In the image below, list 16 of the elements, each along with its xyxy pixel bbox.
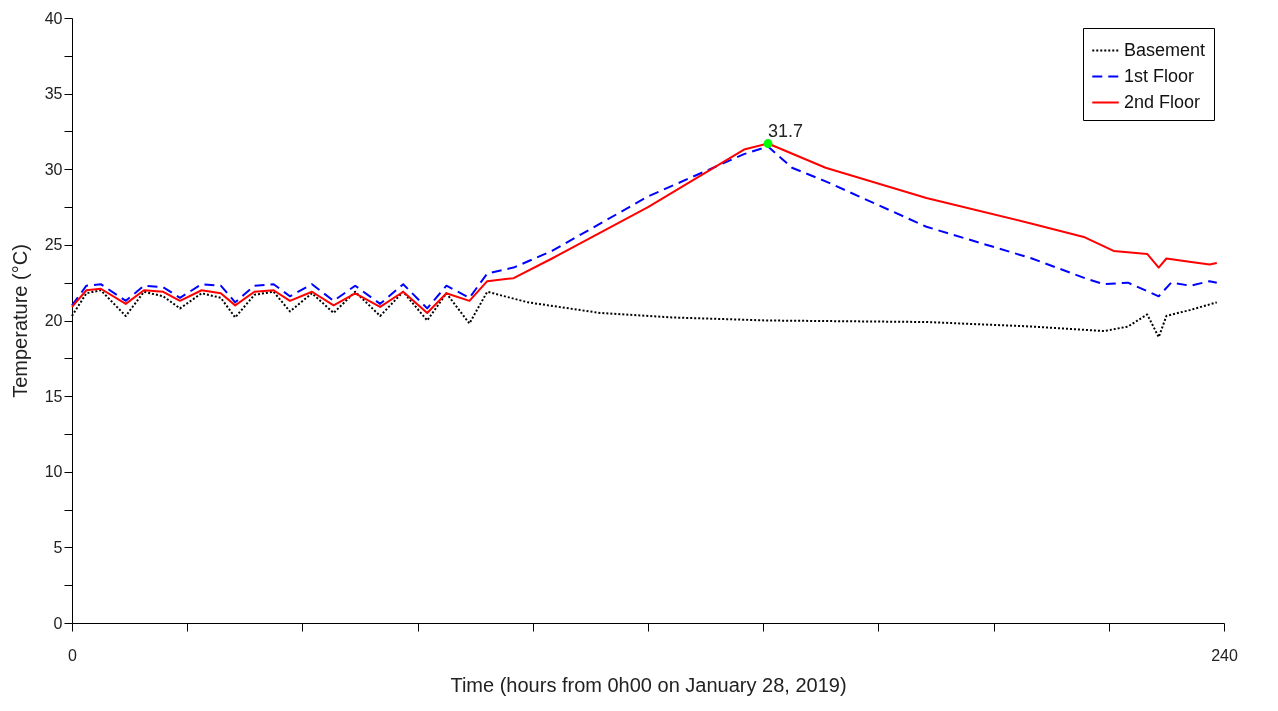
y-axis-title: Temperature (°C) (8, 244, 31, 398)
y-tick-label: 10 (44, 463, 63, 481)
x-axis-title: Time (hours from 0h00 on January 28, 2019) (450, 673, 847, 696)
legend-label: 2nd Floor (1124, 91, 1201, 112)
y-tick-label: 15 (44, 387, 63, 405)
legend-label: 1st Floor (1124, 65, 1195, 86)
y-tick-label: 20 (44, 312, 63, 329)
legend-label: Basement (1124, 39, 1206, 60)
y-tick-label: 5 (53, 538, 63, 556)
annotation: 31.7 (768, 120, 804, 141)
y-tick-label: 35 (44, 85, 63, 103)
y-tick-label: 40 (44, 9, 63, 27)
y-tick-label: 25 (44, 236, 63, 254)
x-tick-label: 240 (1211, 646, 1238, 664)
y-tick-label: 30 (44, 160, 63, 178)
y-tick-label: 0 (53, 614, 63, 632)
